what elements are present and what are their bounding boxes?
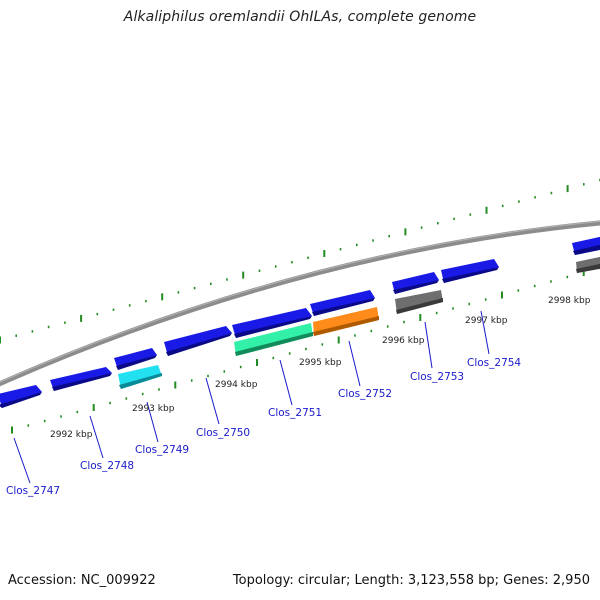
gene-clos-2750-upper[interactable] <box>114 348 157 370</box>
gene-clos-2754[interactable] <box>441 259 499 283</box>
kbp-label-2996: 2996 kbp <box>382 336 425 346</box>
accession-label: Accession: NC_009922 <box>8 573 156 588</box>
gene-label-clos-2750[interactable]: Clos_2750 <box>196 427 250 439</box>
tick-track-upper <box>0 178 600 344</box>
gene-clos-2756[interactable] <box>576 256 600 273</box>
gene-clos-2749[interactable] <box>118 365 162 389</box>
kbp-label-2992: 2992 kbp <box>50 430 93 440</box>
tick-track-lower <box>11 266 600 434</box>
gene-clos-2753[interactable] <box>395 290 443 314</box>
map-title: Alkaliphilus oremlandii OhILAs, complete… <box>123 9 477 25</box>
gene-clos-2750[interactable] <box>164 326 232 356</box>
gene-clos-2747[interactable] <box>0 385 42 408</box>
gene-clos-2753-upper[interactable] <box>392 272 439 294</box>
gene-clos-2751-upper[interactable] <box>232 308 312 338</box>
gene-label-clos-2749[interactable]: Clos_2749 <box>135 444 189 456</box>
gene-clos-2752-upper[interactable] <box>310 290 375 316</box>
gene-label-clos-2754[interactable]: Clos_2754 <box>467 357 521 369</box>
gene-label-clos-2752[interactable]: Clos_2752 <box>338 388 392 400</box>
leader-lines <box>13 310 490 484</box>
gene-label-clos-2753[interactable]: Clos_2753 <box>410 371 464 383</box>
kbp-label-2998: 2998 kbp <box>548 296 591 306</box>
gene-clos-2748[interactable] <box>50 367 112 391</box>
gene-clos-2752[interactable] <box>313 307 379 336</box>
kbp-label-2997: 2997 kbp <box>465 316 508 326</box>
kbp-label-2995: 2995 kbp <box>299 358 342 368</box>
gene-label-clos-2747[interactable]: Clos_2747 <box>6 485 60 497</box>
gene-label-clos-2748[interactable]: Clos_2748 <box>80 460 134 472</box>
gene-clos-2755[interactable] <box>572 236 600 255</box>
gene-clos-2751[interactable] <box>234 323 313 356</box>
genome-backbone-highlight <box>0 220 600 383</box>
kbp-label-2994: 2994 kbp <box>215 380 258 390</box>
gene-label-clos-2751[interactable]: Clos_2751 <box>268 407 322 419</box>
genome-info-label: Topology: circular; Length: 3,123,558 bp… <box>232 573 590 588</box>
genome-backbone <box>0 220 600 387</box>
kbp-label-2993: 2993 kbp <box>132 404 175 414</box>
